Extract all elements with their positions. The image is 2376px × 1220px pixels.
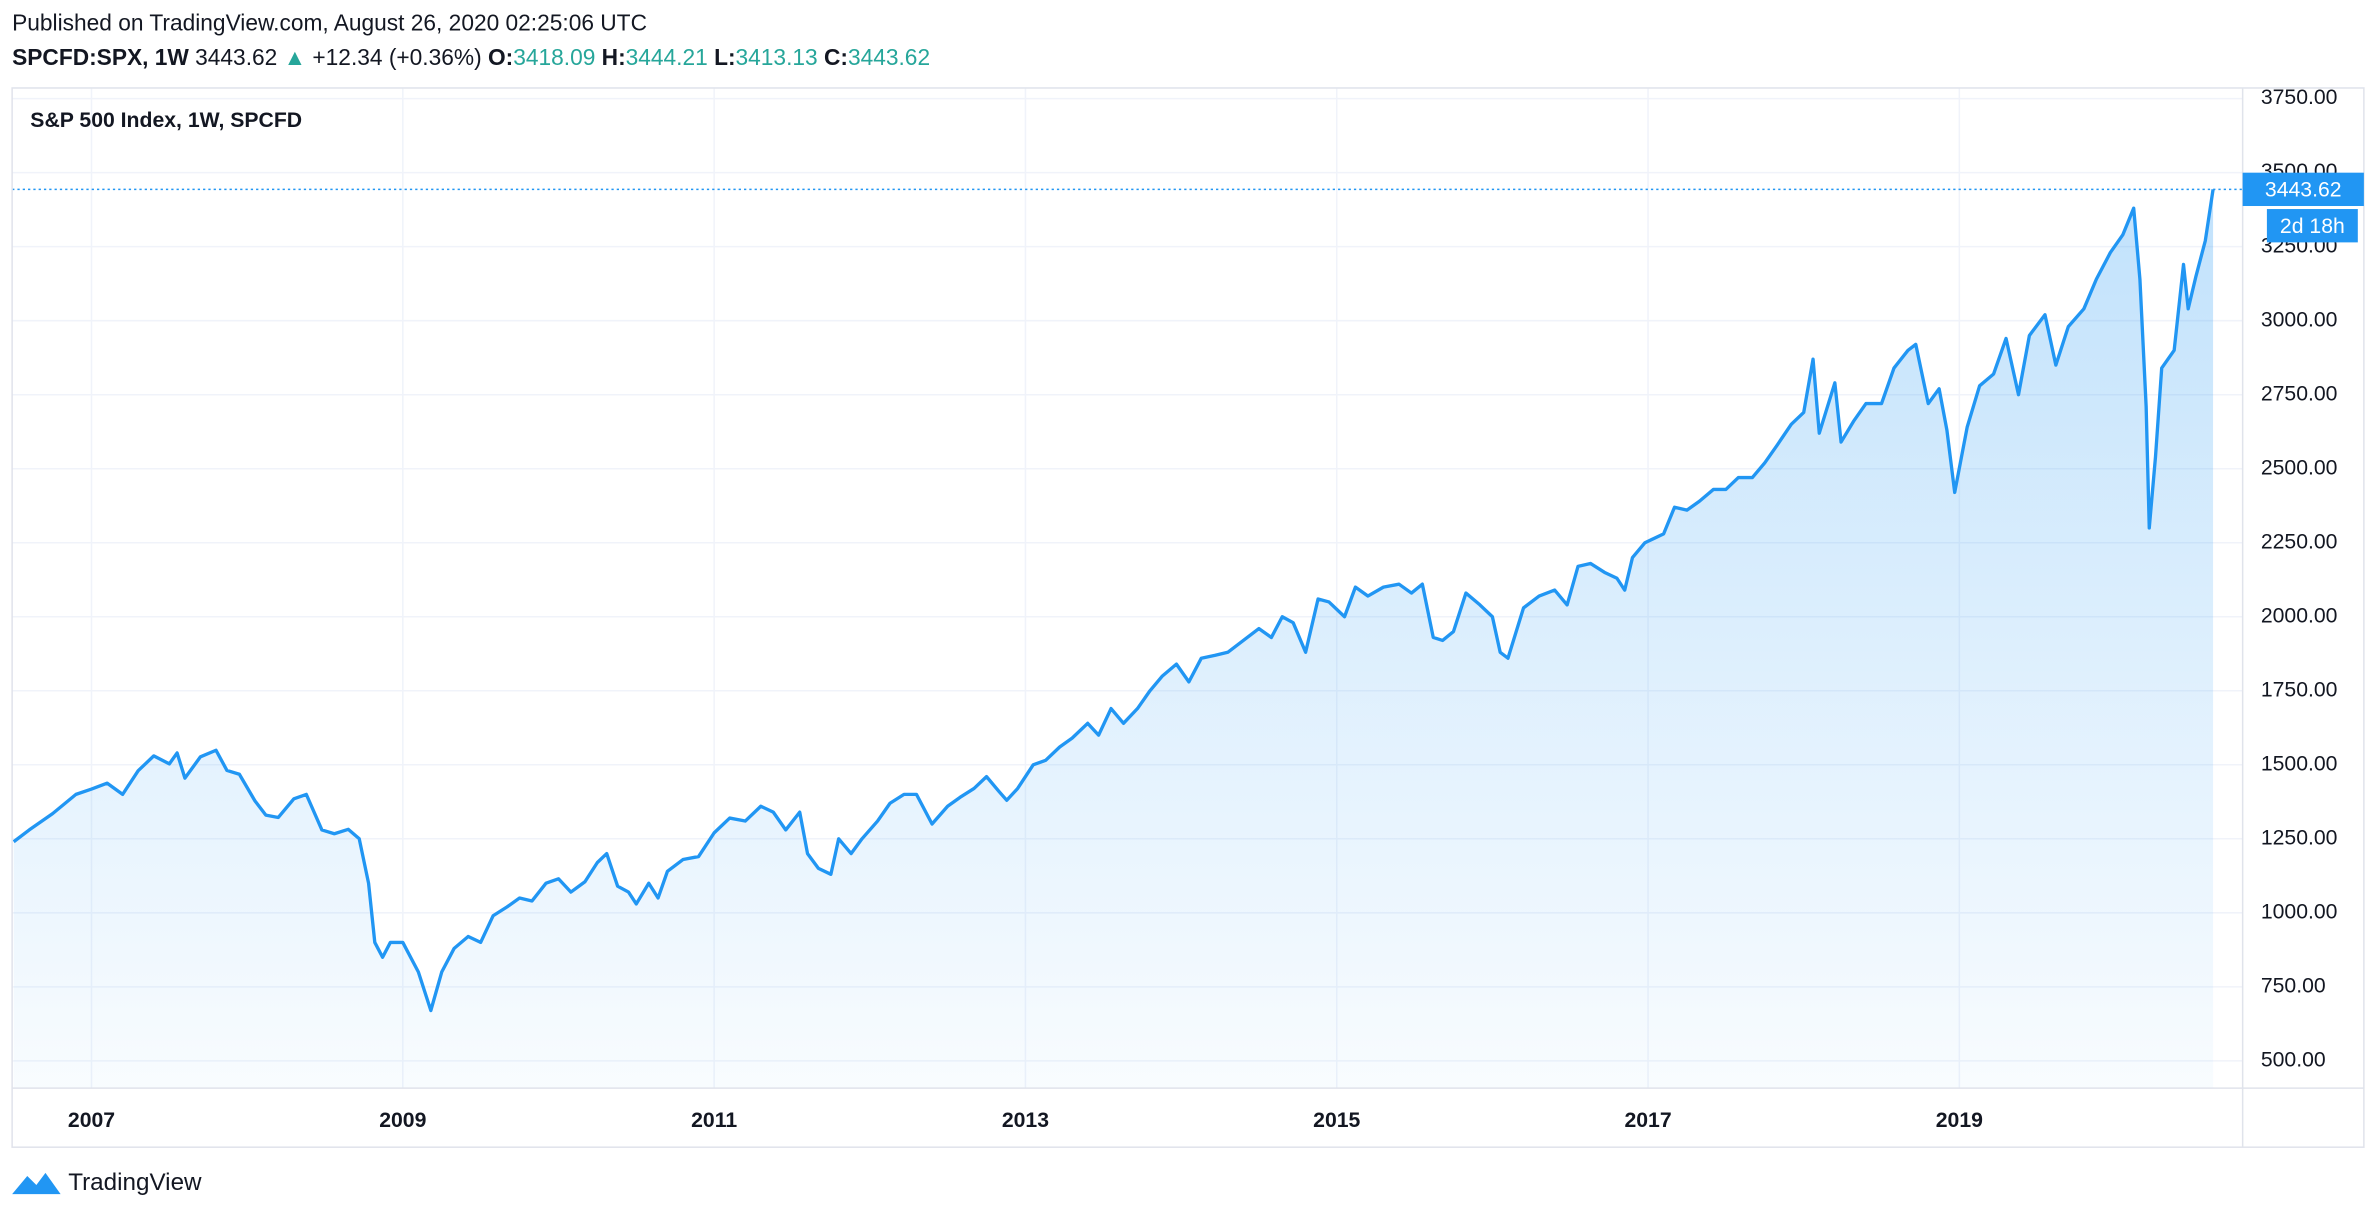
x-tick-label: 2019	[1936, 1109, 1983, 1132]
price-tag-label: 3443.62	[2265, 178, 2342, 201]
y-tick-label: 750.00	[2261, 974, 2326, 997]
ohlc-label: C:	[824, 44, 848, 70]
x-tick-label: 2009	[379, 1109, 426, 1132]
chart-title: S&P 500 Index, 1W, SPCFD	[30, 109, 302, 132]
y-tick-label: 2500.00	[2261, 456, 2338, 479]
brand: TradingView	[68, 1169, 202, 1196]
published: Published on TradingView.com, August 26,…	[12, 9, 647, 35]
last: 3443.62	[195, 44, 277, 70]
ohlc-label: L:	[714, 44, 735, 70]
ohlc-value: 3418.09	[513, 44, 595, 70]
logo-icon	[12, 1172, 61, 1195]
y-tick-label: 2000.00	[2261, 604, 2338, 627]
y-tick-label: 2750.00	[2261, 382, 2338, 405]
x-tick-label: 2015	[1313, 1109, 1360, 1132]
x-tick-label: 2013	[1002, 1109, 1049, 1132]
y-tick-label: 1750.00	[2261, 678, 2338, 701]
x-tick-label: 2011	[691, 1109, 737, 1132]
y-tick-label: 1250.00	[2261, 826, 2338, 849]
frame	[11, 87, 2365, 1148]
change: +12.34 (+0.36%)	[312, 44, 481, 70]
countdown-label: 2d 18h	[2280, 215, 2345, 238]
plot	[12, 87, 2243, 1089]
symbol: SPCFD:SPX, 1W	[12, 44, 189, 70]
ohlc-value: 3413.13	[736, 44, 818, 70]
ohlc-label: O:	[488, 44, 513, 70]
countdown-tag	[2266, 209, 2358, 243]
y-tick-label: 1000.00	[2261, 900, 2338, 923]
price-line	[12, 189, 2215, 1013]
y-tick-label: 3750.00	[2261, 86, 2338, 109]
area-fill	[13, 189, 2214, 1089]
x-tick-label: 2007	[68, 1109, 115, 1132]
y-tick-label: 2250.00	[2261, 530, 2338, 553]
brand-logo: TradingView	[12, 1169, 202, 1196]
arrow: ▲	[284, 44, 307, 70]
y-tick-label: 1500.00	[2261, 752, 2338, 775]
price-tag	[2242, 172, 2364, 207]
ohlc-value: 3443.62	[848, 44, 930, 70]
ohlc-value: 3444.21	[626, 44, 708, 70]
x-tick-label: 2017	[1624, 1109, 1671, 1132]
y-tick-label: 3000.00	[2261, 308, 2338, 331]
y-tick-label: 500.00	[2261, 1048, 2326, 1071]
symbol-line: SPCFD:SPX, 1W 3443.62 ▲ +12.34 (+0.36%) …	[12, 44, 930, 70]
ohlc-label: H:	[602, 44, 626, 70]
